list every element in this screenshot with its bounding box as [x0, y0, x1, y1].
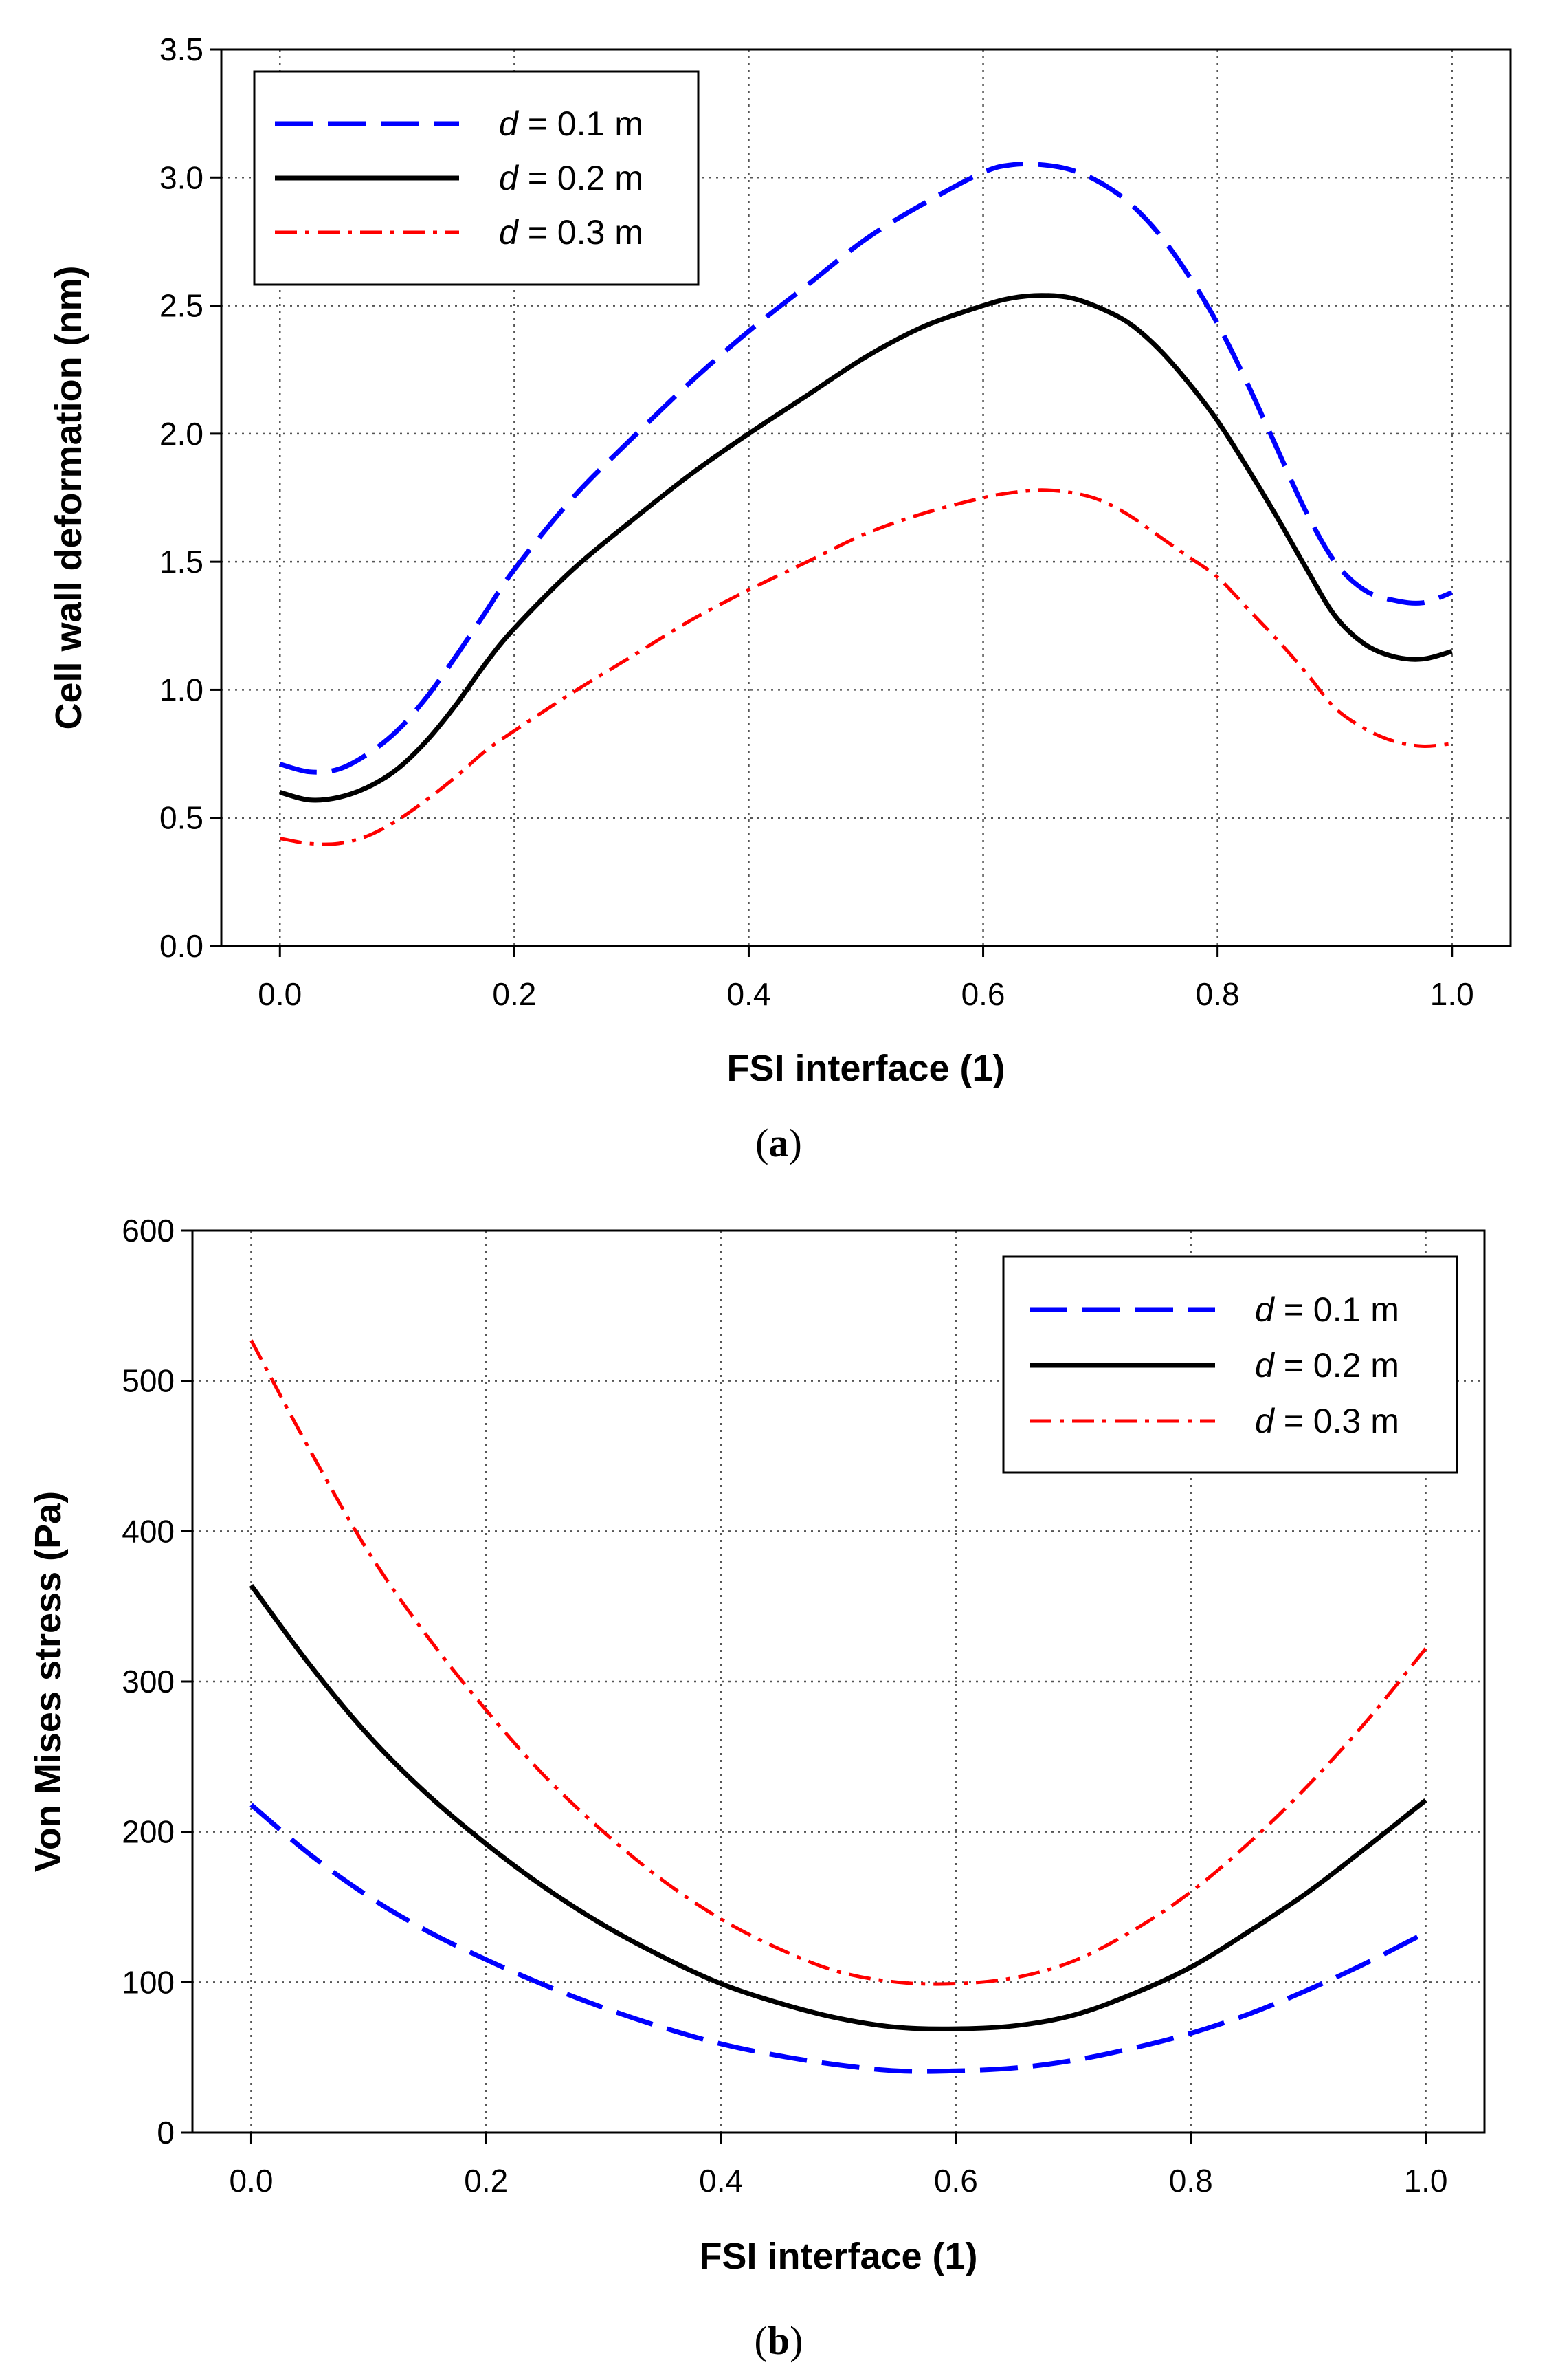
chart-a-y-tick-label: 3.5	[159, 32, 203, 67]
chart-a-x-tick-label: 1.0	[1430, 976, 1474, 1012]
chart-b-x-tick-label: 0.8	[1169, 2163, 1213, 2199]
chart-a-caption-close: )	[789, 1121, 802, 1165]
chart-b-lines	[249, 1339, 1427, 2074]
chart-a-legend-var-1: d	[499, 104, 520, 143]
chart-a-lines	[279, 162, 1453, 846]
chart-b-y-tick-label: 300	[122, 1664, 175, 1699]
chart-b-y-tick-label: 0	[157, 2115, 175, 2150]
chart-b-x-tick-label: 0.4	[699, 2163, 743, 2199]
chart-b-legend-var-2: d	[1255, 1346, 1276, 1385]
chart-a-legend-label-2: d = 0.2 m	[499, 159, 643, 197]
chart-b-y-tick-label: 600	[122, 1213, 175, 1248]
chart-a-y-tick-label: 3.0	[159, 159, 203, 195]
chart-a-y-tick-label: 2.5	[159, 288, 203, 324]
chart-b-y-tick-label: 100	[122, 1964, 175, 2000]
chart-b-series-line-1	[249, 1803, 1427, 2074]
chart-b-y-tick-label: 200	[122, 1814, 175, 1850]
chart-a-x-tick-label: 0.8	[1196, 976, 1240, 1012]
chart-a-legend-rest-1: = 0.1 m	[518, 104, 643, 143]
chart-b-y-axis-label: Von Mises stress (Pa)	[27, 1491, 69, 1872]
chart-a-x-tick-label: 0.4	[726, 976, 770, 1012]
chart-a-legend-rest-2: = 0.2 m	[518, 159, 643, 197]
chart-b-legend-label-3: d = 0.3 m	[1255, 1402, 1399, 1440]
chart-a-legend-var-2: d	[499, 159, 520, 197]
chart-b-legend-rest-3: = 0.3 m	[1274, 1402, 1399, 1440]
chart-a-plot-frame	[220, 48, 1512, 947]
chart-b-caption-open: (	[755, 2318, 768, 2363]
chart-a-series-line-2	[279, 293, 1453, 803]
chart-a-legend-rest-3: = 0.3 m	[518, 213, 643, 252]
chart-a-y-tick-label: 0.0	[159, 928, 203, 964]
chart-a-caption: (a)	[755, 1121, 802, 1165]
chart-b-ticks: 0.0 0.2 0.4 0.6 0.8 1.0 0 100 200 300 400 500 600	[122, 1213, 1447, 2199]
chart-b-legend: d = 0.1 m d = 0.2 m d = 0.3 m	[1002, 1255, 1458, 1474]
chart-b: 0.0 0.2 0.4 0.6 0.8 1.0 0 100 200 300 400 500 600 FS…	[27, 1213, 1486, 2363]
chart-b-y-tick-label: 400	[122, 1513, 175, 1549]
chart-a-y-tick-label: 2.0	[159, 416, 203, 452]
chart-b-x-axis-label: FSI interface (1)	[699, 2236, 977, 2277]
chart-b-legend-rest-1: = 0.1 m	[1274, 1290, 1399, 1329]
chart-b-caption-letter: b	[768, 2318, 790, 2363]
chart-b-series-line-2	[249, 1584, 1427, 2031]
chart-b-y-tick-label: 500	[122, 1363, 175, 1399]
chart-a-caption-open: (	[755, 1121, 768, 1165]
chart-b-x-tick-label: 0.0	[229, 2163, 273, 2199]
chart-b-legend-label-1: d = 0.1 m	[1255, 1290, 1399, 1329]
chart-a-y-tick-label: 1.5	[159, 544, 203, 580]
chart-b-x-tick-label: 0.2	[464, 2163, 508, 2199]
chart-a-caption-letter: a	[769, 1121, 789, 1165]
chart-b-legend-var-3: d	[1255, 1402, 1276, 1440]
chart-a-x-tick-label: 0.6	[961, 976, 1005, 1012]
chart-a-legend-label-3: d = 0.3 m	[499, 213, 643, 252]
chart-a-x-tick-label: 0.2	[492, 976, 536, 1012]
chart-a-series-line-1	[279, 162, 1453, 775]
chart-a-legend: d = 0.1 m d = 0.2 m d = 0.3 m	[253, 70, 700, 286]
chart-a-x-tick-label: 0.0	[258, 976, 302, 1012]
chart-b-legend-var-1: d	[1255, 1290, 1276, 1329]
chart-b-caption: (b)	[755, 2318, 803, 2363]
chart-b-legend-rest-2: = 0.2 m	[1274, 1346, 1399, 1385]
chart-b-x-tick-label: 1.0	[1404, 2163, 1448, 2199]
chart-a-x-axis-label: FSI interface (1)	[726, 1048, 1005, 1089]
chart-b-series-line-3	[249, 1339, 1427, 1986]
chart-a-y-tick-label: 0.5	[159, 800, 203, 836]
chart-a-y-axis-label: Cell wall deformation (nm)	[48, 265, 89, 729]
chart-a-series-line-3	[279, 488, 1452, 846]
chart-a-ticks: 0.0 0.2 0.4 0.6 0.8 1.0 0.0 0.5 1.0 1.5 2.0 2.5 3.0 3…	[159, 32, 1474, 1012]
chart-a: 0.0 0.2 0.4 0.6 0.8 1.0 0.0 0.5 1.0 1.5 2.0 2.5 3.0 3…	[48, 32, 1512, 1165]
chart-a-legend-label-1: d = 0.1 m	[499, 104, 643, 143]
chart-a-legend-var-3: d	[499, 213, 520, 252]
chart-a-y-tick-label: 1.0	[159, 672, 203, 707]
chart-b-caption-close: )	[790, 2318, 803, 2363]
chart-b-legend-label-2: d = 0.2 m	[1255, 1346, 1399, 1385]
chart-b-x-tick-label: 0.6	[934, 2163, 978, 2199]
